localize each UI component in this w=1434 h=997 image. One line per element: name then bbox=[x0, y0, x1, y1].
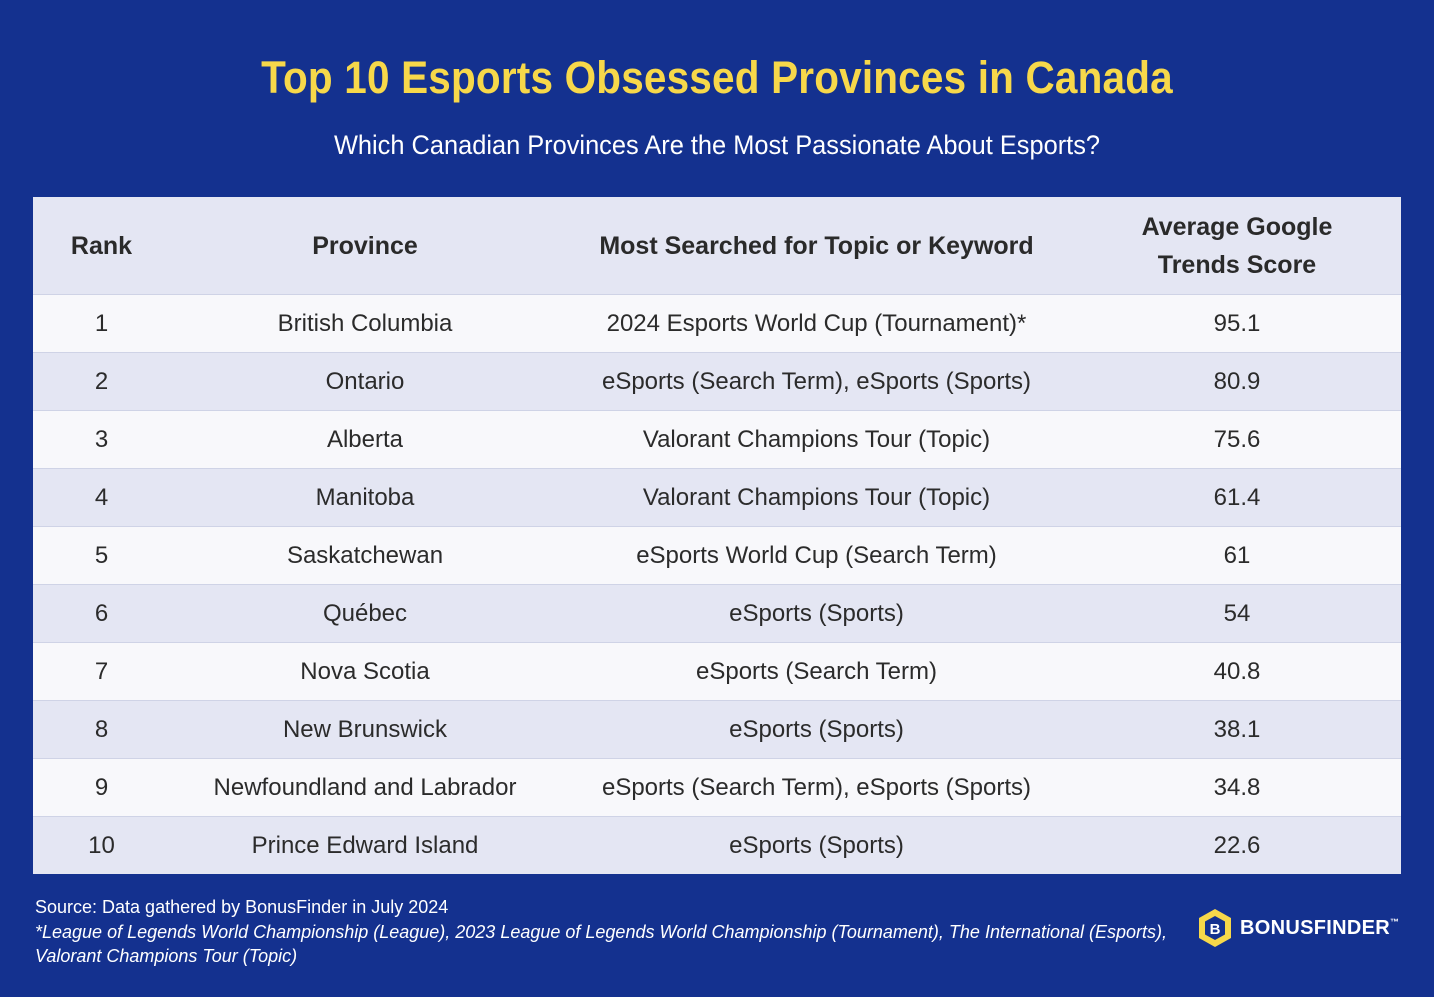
cell-topic: Valorant Champions Tour (Topic) bbox=[560, 468, 1073, 527]
cell-score: 54 bbox=[1073, 584, 1401, 643]
cell-province: British Columbia bbox=[170, 294, 560, 353]
cell-topic: Valorant Champions Tour (Topic) bbox=[560, 410, 1073, 469]
cell-rank: 2 bbox=[33, 352, 170, 411]
page-title: Top 10 Esports Obsessed Provinces in Can… bbox=[261, 52, 1173, 103]
bonusfinder-logo: B BONUSFINDER™ bbox=[1197, 907, 1399, 949]
cell-province: Manitoba bbox=[170, 468, 560, 527]
table-row: 9 Newfoundland and Labrador eSports (Searc… bbox=[33, 758, 1401, 817]
logo-text-finder: FINDER bbox=[1313, 916, 1390, 939]
cell-topic: eSports (Sports) bbox=[560, 816, 1073, 874]
cell-rank: 1 bbox=[33, 294, 170, 353]
cell-rank: 7 bbox=[33, 642, 170, 701]
svg-text:B: B bbox=[1210, 921, 1221, 938]
cell-topic: eSports (Search Term), eSports (Sports) bbox=[560, 758, 1073, 817]
table-row: 2 Ontario eSports (Search Term), eSports (… bbox=[33, 352, 1401, 411]
header-province: Province bbox=[170, 197, 560, 295]
cell-rank: 3 bbox=[33, 410, 170, 469]
cell-topic: eSports World Cup (Search Term) bbox=[560, 526, 1073, 585]
cell-province: New Brunswick bbox=[170, 700, 560, 759]
cell-score: 38.1 bbox=[1073, 700, 1401, 759]
header-topic: Most Searched for Topic or Keyword bbox=[560, 197, 1073, 295]
source-note: Source: Data gathered by BonusFinder in … bbox=[35, 897, 449, 917]
cell-province: Ontario bbox=[170, 352, 560, 411]
cell-score: 61.4 bbox=[1073, 468, 1401, 527]
cell-rank: 5 bbox=[33, 526, 170, 585]
cell-score: 95.1 bbox=[1073, 294, 1401, 353]
cell-score: 61 bbox=[1073, 526, 1401, 585]
cell-province: Nova Scotia bbox=[170, 642, 560, 701]
cell-topic: eSports (Search Term) bbox=[560, 642, 1073, 701]
logo-text: BONUSFINDER™ bbox=[1240, 917, 1399, 940]
cell-topic: eSports (Sports) bbox=[560, 584, 1073, 643]
cell-province: Québec bbox=[170, 584, 560, 643]
cell-score: 34.8 bbox=[1073, 758, 1401, 817]
header-rank: Rank bbox=[33, 197, 170, 295]
ranking-table: Rank Province Most Searched for Topic or… bbox=[33, 197, 1401, 874]
table-row: 4 Manitoba Valorant Champions Tour (Topic)… bbox=[33, 468, 1401, 527]
table-row: 8 New Brunswick eSports (Sports) 38.1 bbox=[33, 700, 1401, 759]
cell-score: 40.8 bbox=[1073, 642, 1401, 701]
table-header-row: Rank Province Most Searched for Topic or… bbox=[33, 197, 1401, 295]
table-row: 5 Saskatchewan eSports World Cup (Search T… bbox=[33, 526, 1401, 585]
cell-topic: eSports (Sports) bbox=[560, 700, 1073, 759]
cell-score: 80.9 bbox=[1073, 352, 1401, 411]
cell-rank: 4 bbox=[33, 468, 170, 527]
logo-tm: ™ bbox=[1389, 916, 1400, 927]
table-row: 3 Alberta Valorant Champions Tour (Topic) 7… bbox=[33, 410, 1401, 469]
cell-rank: 10 bbox=[33, 816, 170, 874]
cell-province: Newfoundland and Labrador bbox=[170, 758, 560, 817]
cell-topic: 2024 Esports World Cup (Tournament)* bbox=[560, 294, 1073, 353]
cell-province: Prince Edward Island bbox=[170, 816, 560, 874]
page-subtitle: Which Canadian Provinces Are the Most Pa… bbox=[333, 130, 1101, 160]
cell-topic: eSports (Search Term), eSports (Sports) bbox=[560, 352, 1073, 411]
cell-province: Saskatchewan bbox=[170, 526, 560, 585]
header-score: Average Google Trends Score bbox=[1073, 197, 1401, 295]
cell-province: Alberta bbox=[170, 410, 560, 469]
table-row: 1 British Columbia 2024 Esports World Cup … bbox=[33, 294, 1401, 353]
table-row: 10 Prince Edward Island eSports (Sports) 22… bbox=[33, 816, 1401, 874]
cell-rank: 8 bbox=[33, 700, 170, 759]
cell-rank: 9 bbox=[33, 758, 170, 817]
table-row: 7 Nova Scotia eSports (Search Term) 40.8 bbox=[33, 642, 1401, 701]
cell-score: 22.6 bbox=[1073, 816, 1401, 874]
bonusfinder-hex-icon: B bbox=[1197, 908, 1233, 948]
footnote: *League of Legends World Championship (L… bbox=[35, 922, 1168, 966]
header-score-label: Average Google Trends Score bbox=[1141, 212, 1333, 279]
logo-text-bonus: BONUS bbox=[1240, 916, 1314, 939]
cell-score: 75.6 bbox=[1073, 410, 1401, 469]
cell-rank: 6 bbox=[33, 584, 170, 643]
table-row: 6 Québec eSports (Sports) 54 bbox=[33, 584, 1401, 643]
